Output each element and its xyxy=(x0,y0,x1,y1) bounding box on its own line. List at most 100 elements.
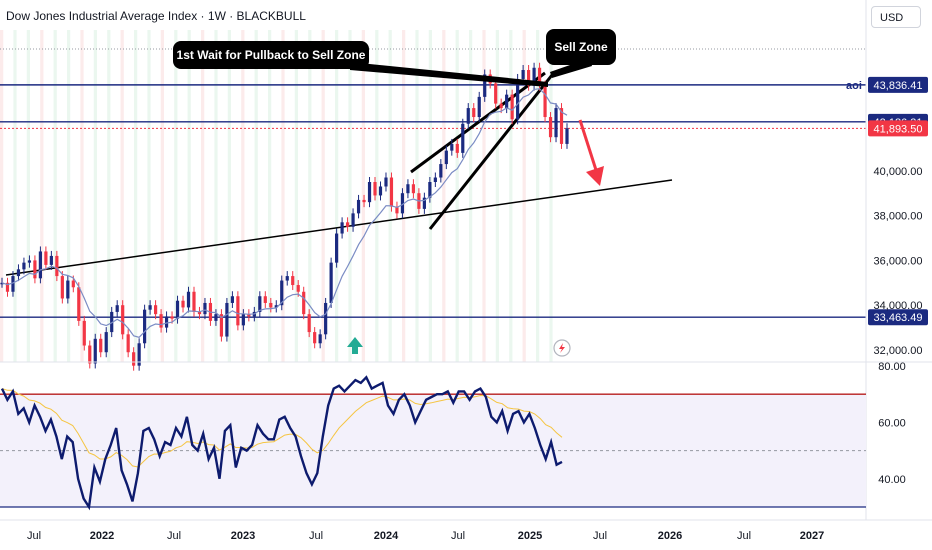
candle-body xyxy=(241,314,245,326)
candle-body xyxy=(49,255,53,265)
candle-body xyxy=(494,83,498,104)
session-stripe xyxy=(361,30,365,362)
candle-body xyxy=(466,108,470,124)
session-stripe xyxy=(227,30,231,362)
candle-body xyxy=(433,177,437,182)
session-stripe xyxy=(187,30,191,362)
candle-body xyxy=(132,352,136,366)
price-tick-label: 40,000.00 xyxy=(874,166,923,178)
candle-body xyxy=(285,276,289,281)
moving-average-line xyxy=(1,88,568,338)
time-tick-label: Jul xyxy=(309,530,323,542)
candle-body xyxy=(22,262,26,270)
candle-body xyxy=(274,305,278,308)
replay-icon[interactable] xyxy=(553,339,571,357)
candle-body xyxy=(121,305,125,335)
candle-body xyxy=(373,182,377,196)
candle-body xyxy=(104,332,108,353)
candle-body xyxy=(219,314,224,337)
time-tick-label: 2024 xyxy=(374,530,399,542)
session-stripe xyxy=(281,30,285,362)
channel-top-line xyxy=(410,71,546,174)
session-stripe xyxy=(348,30,352,362)
candle-body xyxy=(16,269,21,277)
oscillator-series xyxy=(0,375,563,511)
session-stripe xyxy=(214,30,218,362)
candle-body xyxy=(367,182,372,203)
oscillator-line xyxy=(0,375,563,511)
candle-body xyxy=(99,338,103,353)
session-stripe xyxy=(469,30,473,362)
candle-body xyxy=(340,222,344,234)
candle-body xyxy=(55,255,59,277)
candle-body xyxy=(477,96,481,118)
candle-body xyxy=(225,302,229,337)
candle-body xyxy=(93,338,97,364)
candle-body xyxy=(148,305,152,310)
candle-body xyxy=(82,320,86,346)
candle-body xyxy=(203,302,207,315)
price-tick-label: 34,000.00 xyxy=(874,300,923,312)
chart-title: Dow Jones Industrial Average Index · 1W … xyxy=(6,9,306,23)
wait-pullback-callout: 1st Wait for Pullback to Sell Zone xyxy=(173,41,548,87)
candle-body xyxy=(324,302,328,335)
oscillator-tick-label: 80.00 xyxy=(878,361,906,373)
level-badge xyxy=(868,309,928,326)
time-tick-label: Jul xyxy=(167,530,181,542)
session-stripe xyxy=(67,30,71,362)
candle-body xyxy=(565,128,569,144)
session-stripe xyxy=(482,30,486,362)
oscillator-axis: 40.00 60.00 80.00 xyxy=(878,361,906,486)
candle-body xyxy=(115,305,119,312)
candle-body xyxy=(291,276,295,286)
candle-body xyxy=(395,206,399,214)
candle-body xyxy=(543,85,547,118)
session-stripe xyxy=(241,30,245,362)
candle-body xyxy=(521,70,525,79)
candle-body xyxy=(66,280,70,299)
candle-body xyxy=(143,309,147,344)
oscillator-tick-label: 40.00 xyxy=(878,474,906,486)
down-arrow-annotation xyxy=(578,119,604,186)
session-stripe xyxy=(174,30,178,362)
candle-body xyxy=(499,103,503,109)
session-stripe xyxy=(321,30,325,362)
candle-body xyxy=(153,305,158,315)
candle-body xyxy=(400,193,405,214)
candle-body xyxy=(362,199,366,203)
currency-button[interactable]: USD xyxy=(871,6,921,28)
candle-body xyxy=(186,291,191,308)
session-stripe xyxy=(308,30,312,362)
candle-body xyxy=(516,78,520,120)
candle-body xyxy=(71,280,75,288)
candle-body xyxy=(439,164,443,178)
candle-body xyxy=(389,177,394,207)
session-stripe xyxy=(201,30,205,362)
level-label: 33,463.49 xyxy=(874,312,923,324)
candle-body xyxy=(329,262,333,303)
time-tick-label: 2025 xyxy=(518,530,542,542)
session-stripe xyxy=(13,30,17,362)
candle-body xyxy=(554,108,558,138)
session-stripe xyxy=(509,30,513,362)
candle-body xyxy=(159,314,163,328)
level-label: 43,836.41 xyxy=(874,80,923,92)
time-tick-label: 2026 xyxy=(658,530,682,542)
oscillator-tick-label: 60.00 xyxy=(878,417,906,429)
candle-body xyxy=(11,276,15,292)
candle-body xyxy=(230,296,234,303)
candle-body xyxy=(164,316,169,328)
candle-body xyxy=(0,282,4,285)
session-stripe xyxy=(53,30,57,362)
price-series xyxy=(0,62,569,371)
time-tick-label: Jul xyxy=(451,530,465,542)
candle-body xyxy=(505,94,509,109)
session-stripe xyxy=(40,30,44,362)
session-stripe xyxy=(522,30,526,362)
session-stripe xyxy=(107,30,111,362)
session-stripe xyxy=(268,30,272,362)
candle-body xyxy=(384,177,388,187)
session-stripe xyxy=(375,30,379,362)
